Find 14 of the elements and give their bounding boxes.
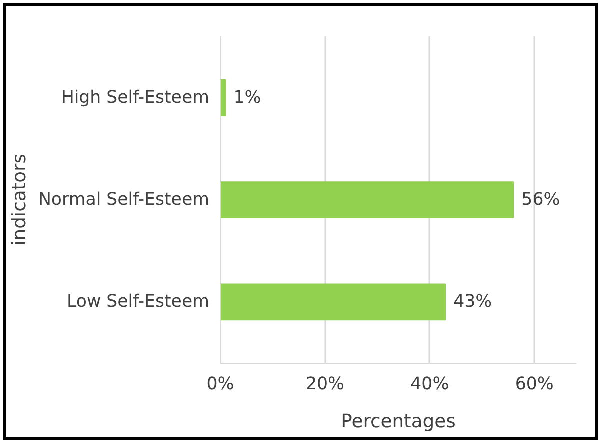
y-tick-label: Low Self-Esteem [67,292,210,312]
x-tick-label: 0% [206,374,234,394]
y-tick-label: Normal Self-Esteem [38,190,210,210]
bar [220,284,446,321]
data-label: 43% [454,292,492,312]
y-axis-title: indicators [9,154,30,246]
y-tick-label: High Self-Esteem [61,88,210,108]
x-tick-label: 40% [410,374,450,394]
data-label: 56% [522,190,560,210]
x-tick-label: 60% [515,374,554,394]
x-tick-label: 20% [306,374,344,394]
x-axis-title: Percentages [341,412,456,432]
bar [220,182,514,218]
data-label: 1% [234,88,262,108]
